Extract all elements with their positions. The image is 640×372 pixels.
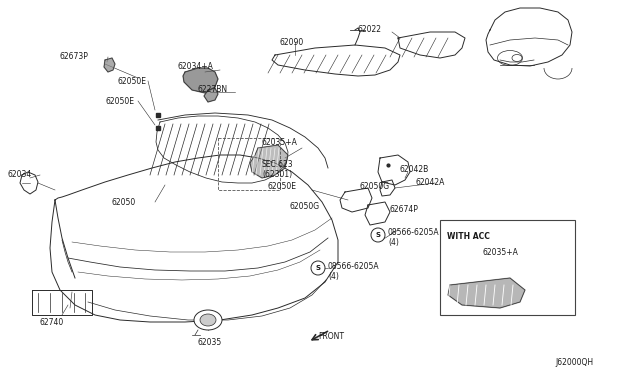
Text: (4): (4) [388, 238, 399, 247]
Text: 62035: 62035 [198, 338, 222, 347]
Text: 62050: 62050 [112, 198, 136, 207]
Text: FRONT: FRONT [318, 332, 344, 341]
Text: 62042A: 62042A [415, 178, 444, 187]
Text: 62674P: 62674P [390, 205, 419, 214]
Text: J62000QH: J62000QH [555, 358, 593, 367]
Text: (62301): (62301) [262, 170, 292, 179]
Text: (4): (4) [328, 272, 339, 281]
Text: 6227BN: 6227BN [198, 85, 228, 94]
Ellipse shape [194, 310, 222, 330]
Text: 08566-6205A: 08566-6205A [328, 262, 380, 271]
Circle shape [371, 228, 385, 242]
Circle shape [311, 261, 325, 275]
Text: 62090: 62090 [280, 38, 304, 47]
Text: 62035+A: 62035+A [482, 248, 518, 257]
Bar [440, 220, 575, 315]
Text: 62050G: 62050G [290, 202, 320, 211]
Polygon shape [104, 58, 115, 72]
Text: 62034+A: 62034+A [178, 62, 214, 71]
Ellipse shape [200, 314, 216, 326]
Text: 62034: 62034 [8, 170, 32, 179]
Text: 08566-6205A: 08566-6205A [388, 228, 440, 237]
Text: 62050E: 62050E [118, 77, 147, 86]
Polygon shape [183, 68, 218, 93]
Text: 62050E: 62050E [105, 97, 134, 106]
Text: 62673P: 62673P [60, 52, 89, 61]
Text: S: S [376, 232, 381, 238]
Text: 62050G: 62050G [360, 182, 390, 191]
Text: 62035+A: 62035+A [262, 138, 298, 147]
Text: 62050E: 62050E [268, 182, 297, 191]
Text: SEC.623: SEC.623 [262, 160, 294, 169]
Bar [218, 138, 280, 190]
Polygon shape [204, 88, 218, 102]
Polygon shape [250, 145, 288, 178]
Polygon shape [448, 278, 525, 308]
Text: WITH ACC: WITH ACC [447, 232, 490, 241]
Text: 62042B: 62042B [400, 165, 429, 174]
Text: S: S [316, 265, 321, 271]
Text: 62022: 62022 [358, 25, 382, 34]
Text: 62740: 62740 [40, 318, 64, 327]
